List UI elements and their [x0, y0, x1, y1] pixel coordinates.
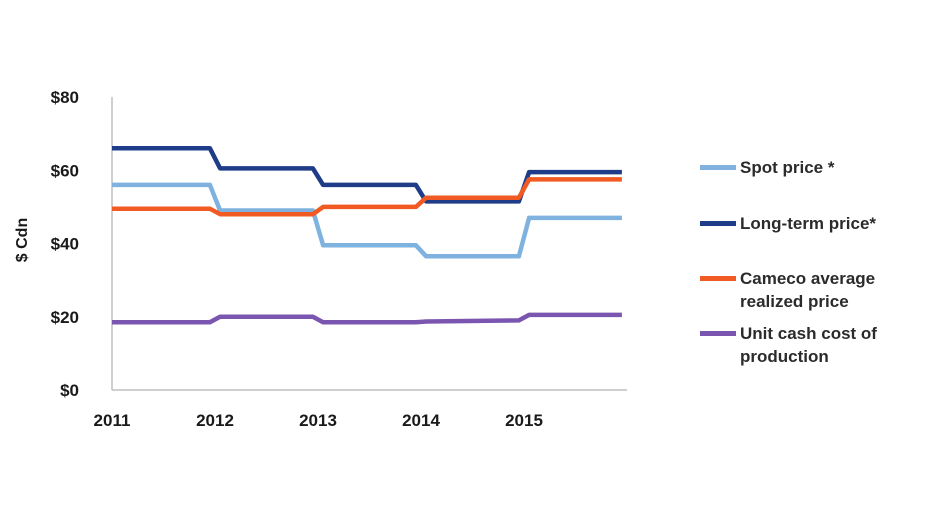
- y-tick-label: $20: [51, 308, 79, 327]
- legend-label-unit-cash-cost: Unit cash cost of production: [740, 324, 877, 366]
- y-tick-label: $80: [51, 88, 79, 107]
- y-tick-label: $40: [51, 235, 79, 254]
- legend-swatch-long-term-price: [700, 221, 736, 226]
- series-line-long-term-price: [112, 146, 622, 204]
- series-line-spot-price: [112, 182, 622, 259]
- x-tick-label: 2011: [94, 411, 131, 430]
- x-tick-label: 2012: [196, 411, 234, 430]
- legend-label-cameco-average-realized-price: Cameco average realized price: [740, 269, 876, 311]
- legend-label-long-term-price: Long-term price*: [740, 214, 877, 233]
- axes: [111, 97, 627, 391]
- series-line-cameco-average-realized-price: [112, 177, 622, 217]
- legend-label-spot-price: Spot price *: [740, 158, 835, 177]
- legend-swatch-spot-price: [700, 165, 736, 170]
- series-line-unit-cash-cost-of-production: [112, 312, 622, 325]
- tick-labels: $0 $20 $40 $60 $80 2011 2012 2013 2014 2015: [51, 88, 543, 430]
- y-tick-label: $0: [60, 381, 79, 400]
- legend-swatch-unit-cash-cost: [700, 331, 736, 336]
- x-tick-label: 2013: [299, 411, 337, 430]
- legend-swatch-cameco-average-realized-price: [700, 276, 736, 281]
- y-axis-title: $ Cdn: [14, 218, 31, 262]
- series-lines: [112, 146, 622, 325]
- y-tick-label: $60: [51, 161, 79, 180]
- x-tick-label: 2015: [505, 411, 543, 430]
- x-tick-label: 2014: [402, 411, 440, 430]
